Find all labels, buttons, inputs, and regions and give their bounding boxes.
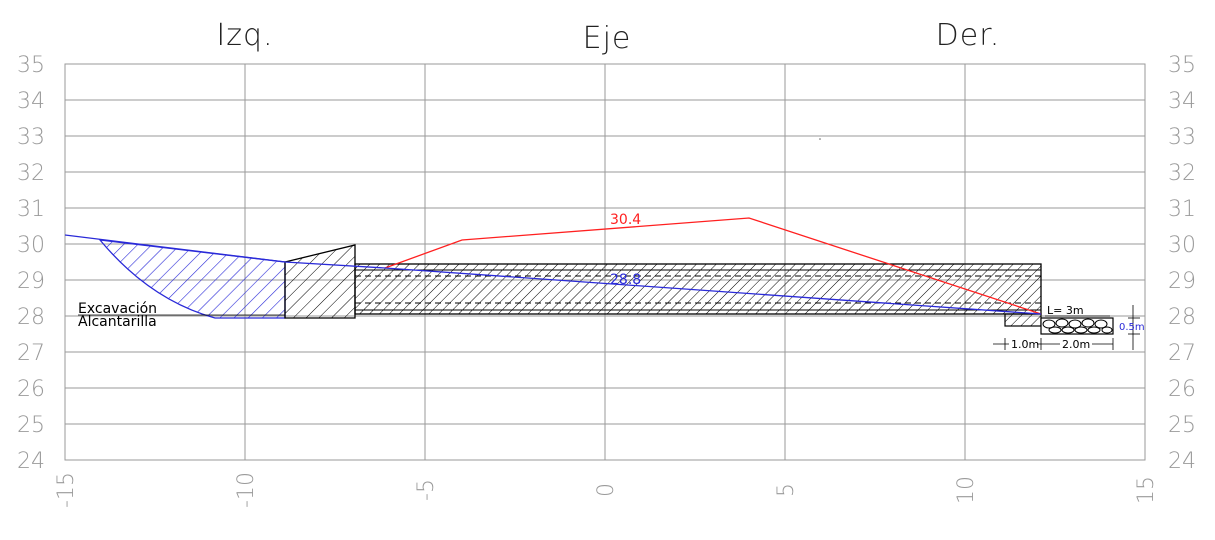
- x-tick-label: -5: [414, 479, 439, 501]
- dim-label-2: 2.0m: [1062, 338, 1090, 351]
- plot-frame: [64, 63, 1146, 461]
- ground-line: [64, 234, 1042, 315]
- y-tick-label: 31: [1168, 197, 1196, 222]
- y-tick-label: 27: [17, 341, 45, 366]
- y-tick-label: 32: [1168, 161, 1196, 186]
- headwall-left: [284, 244, 356, 319]
- y-tick-label: 34: [1168, 89, 1196, 114]
- excavation-label-2: Alcantarilla: [78, 314, 157, 330]
- y-axis-left: 35 34 33 32 31 30 29 28 27 26 25 24: [17, 53, 45, 474]
- x-tick-label: -10: [234, 472, 259, 508]
- x-tick-label: 5: [774, 483, 799, 497]
- culvert-length-label: L= 3m: [1047, 304, 1084, 317]
- y-tick-label: 29: [1168, 269, 1196, 294]
- y-tick-label: 31: [17, 197, 45, 222]
- road-elevation-label: 30.4: [610, 212, 641, 228]
- excavation-area: [98, 239, 286, 319]
- y-tick-label: 26: [1168, 377, 1196, 402]
- x-tick-label: -15: [54, 472, 79, 508]
- y-tick-label: 33: [17, 125, 45, 150]
- y-tick-label: 35: [1168, 53, 1196, 78]
- road-line: [384, 217, 1042, 315]
- y-tick-label: 29: [17, 269, 45, 294]
- y-tick-label: 25: [1168, 413, 1196, 438]
- y-tick-label: 33: [1168, 125, 1196, 150]
- x-tick-label: 15: [1134, 476, 1159, 504]
- x-tick-label: 10: [954, 476, 979, 504]
- y-tick-label: 35: [17, 53, 45, 78]
- y-tick-label: 30: [17, 233, 45, 258]
- y-tick-label: 32: [17, 161, 45, 186]
- dim-label-1: 1.0m: [1011, 338, 1039, 351]
- header-right: Der.: [936, 18, 1001, 53]
- y-axis-right: 35 34 33 32 31 30 29 28 27 26 25 24: [1168, 53, 1196, 474]
- y-tick-label: 28: [1168, 305, 1196, 330]
- y-tick-label: 34: [17, 89, 45, 114]
- outlet-riprap: [1040, 317, 1114, 335]
- y-tick-label: 26: [17, 377, 45, 402]
- y-tick-label: 30: [1168, 233, 1196, 258]
- riprap-stones: [1042, 318, 1113, 334]
- y-tick-label: 24: [1168, 449, 1196, 474]
- header-left: Izq.: [216, 18, 273, 53]
- ground-elevation-label: 28.8: [610, 272, 641, 288]
- header-center: Eje: [583, 21, 632, 56]
- x-axis: -15 -10 -5 0 5 10 15: [54, 472, 1159, 508]
- y-tick-label: 28: [17, 305, 45, 330]
- y-tick-label: 27: [1168, 341, 1196, 366]
- y-tick-label: 25: [17, 413, 45, 438]
- depth-label: 0.5m: [1119, 322, 1145, 333]
- outlet-apron-small: [1004, 313, 1042, 327]
- x-tick-label: 0: [594, 483, 619, 497]
- excavation-label-1: Excavación: [78, 301, 157, 317]
- y-tick-label: 24: [17, 449, 45, 474]
